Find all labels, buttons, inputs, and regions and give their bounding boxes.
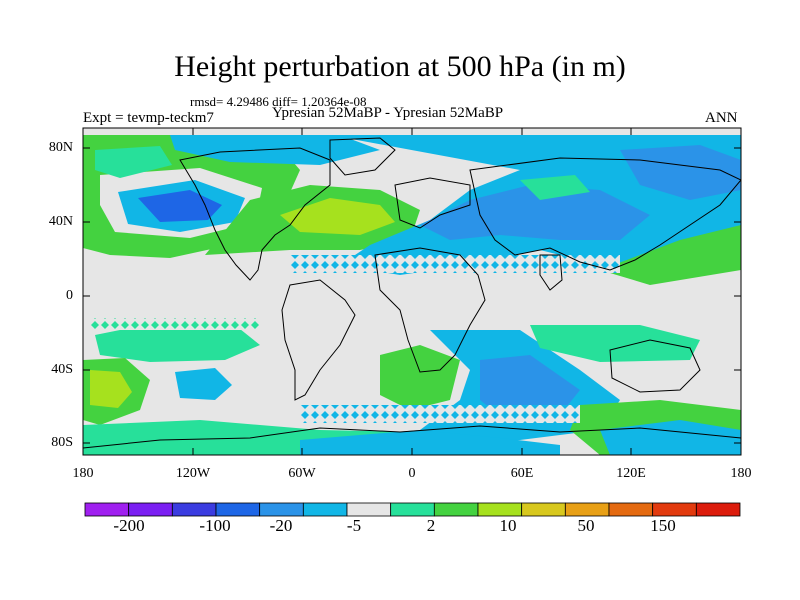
axis-ticks bbox=[83, 128, 741, 455]
field-region-sh-pacific-stippled bbox=[90, 318, 260, 330]
colorbar-swatch bbox=[564, 502, 610, 517]
experiment-label: Expt = tevmp-teckm7 bbox=[83, 110, 214, 126]
field-region-sh-east-cyan bbox=[600, 420, 741, 455]
field-region-sh-indian-green bbox=[530, 325, 700, 362]
colorbar-swatch bbox=[171, 502, 217, 517]
stats-line: rmsd= 4.29486 diff= 1.20364e-08 bbox=[190, 94, 367, 109]
field-region-nh-arctic-green bbox=[95, 146, 172, 178]
plot-title: Height perturbation at 500 hPa (in m) bbox=[174, 50, 626, 83]
plot-subtitle: Ypresian 52MaBP - Ypresian 52MaBP bbox=[272, 105, 504, 121]
field-region-nh-siberia-green bbox=[520, 175, 590, 200]
asia-outline bbox=[469, 157, 741, 271]
lon-tick-label: 180 bbox=[72, 466, 94, 481]
map-field bbox=[83, 128, 741, 455]
field-region-nh-asia-green bbox=[600, 225, 741, 285]
colorbar-swatch bbox=[521, 502, 566, 517]
field-region-sh-west-core bbox=[90, 370, 132, 408]
field-region-nh-atlantic-high bbox=[280, 198, 395, 235]
lon-tick-label: 60E bbox=[510, 466, 534, 481]
colorbar-swatch bbox=[433, 502, 479, 517]
lat-tick-label: 80S bbox=[51, 435, 73, 450]
colorbar-swatch bbox=[477, 502, 523, 517]
field-region-nh-arctic-east bbox=[620, 145, 741, 200]
colorbar bbox=[84, 502, 741, 517]
colorbar-swatch bbox=[302, 502, 348, 517]
colorbar-swatch bbox=[608, 502, 654, 517]
field-region-nh-stippled-band bbox=[290, 255, 620, 273]
lat-tick-label: 0 bbox=[66, 288, 73, 303]
lon-tick-label: 180 bbox=[730, 466, 752, 481]
colorbar-swatch bbox=[390, 502, 435, 517]
colorbar-swatch bbox=[259, 502, 304, 517]
lat-tick-label: 80N bbox=[48, 140, 73, 155]
field-region-sh-atlantic-green bbox=[380, 345, 460, 410]
colorbar-label: -20 bbox=[269, 516, 293, 535]
lon-tick-label: 120E bbox=[616, 466, 646, 481]
north-america-outline bbox=[179, 147, 331, 281]
season-label: ANN bbox=[705, 110, 738, 126]
colorbar-swatch bbox=[652, 502, 697, 517]
lon-tick-label: 0 bbox=[408, 466, 416, 481]
colorbar-label: -100 bbox=[199, 516, 231, 535]
greenland-outline bbox=[329, 137, 396, 176]
antarctica-outline bbox=[83, 425, 741, 449]
field-region-sh-pacific-low bbox=[175, 368, 232, 400]
field-region-sh-pacific-green bbox=[95, 320, 260, 362]
colorbar-swatch bbox=[346, 502, 392, 517]
lat-tick-label: 40N bbox=[48, 214, 73, 229]
colorbar-label: -200 bbox=[113, 516, 145, 535]
colorbar-swatch bbox=[695, 502, 741, 517]
india-outline bbox=[539, 254, 563, 291]
colorbar-label: -5 bbox=[346, 516, 362, 535]
colorbar-label: 150 bbox=[650, 516, 676, 535]
colorbar-label: 10 bbox=[499, 516, 517, 535]
field-region-sh-antarctic-cyan bbox=[300, 430, 560, 455]
lon-tick-label: 60W bbox=[288, 466, 316, 481]
europe-outline bbox=[394, 177, 471, 229]
colorbar-swatch bbox=[84, 502, 130, 517]
colorbar-label: 50 bbox=[577, 516, 595, 535]
field-region-nh-arctic-cyan bbox=[170, 135, 380, 165]
lon-tick-label: 120W bbox=[175, 466, 211, 481]
lat-tick-label: 40S bbox=[51, 362, 73, 377]
field-region-sh-indian-core bbox=[480, 355, 580, 420]
continent-outlines bbox=[83, 137, 741, 449]
colorbar-swatch bbox=[215, 502, 261, 517]
colorbar-label: 2 bbox=[426, 516, 436, 535]
colorbar-swatch bbox=[128, 502, 173, 517]
field-region-sh-stippled-band bbox=[300, 405, 580, 423]
field-region-nh-eurasia-blue bbox=[420, 185, 650, 240]
south-america-outline bbox=[281, 279, 356, 401]
australia-outline bbox=[609, 339, 701, 393]
africa-outline bbox=[374, 247, 486, 373]
